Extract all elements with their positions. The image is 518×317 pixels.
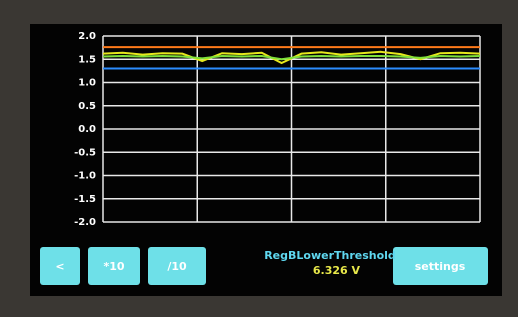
y-tick-label: -1.5 — [74, 194, 96, 205]
y-tick-label: 1.5 — [78, 54, 96, 65]
status-label: RegBLowerThreshold — [264, 249, 396, 262]
y-tick-label: 1.0 — [78, 78, 96, 89]
y-tick-label: -0.5 — [74, 147, 96, 158]
y-tick-label: 0.0 — [78, 124, 96, 135]
page: 2.0 1.5 1.0 0.5 0.0 -0.5 -1.0 -1.5 -2.0 < *10 /1… — [0, 0, 518, 317]
y-tick-label: -2.0 — [74, 217, 96, 228]
button-label[interactable]: /10 — [167, 260, 187, 273]
status-value: 6.326 V — [313, 264, 361, 277]
y-tick-label: 0.5 — [78, 101, 96, 112]
button-label[interactable]: *10 — [103, 260, 124, 273]
y-tick-label: -1.0 — [74, 171, 96, 182]
button-label[interactable]: < — [55, 260, 64, 273]
device: 2.0 1.5 1.0 0.5 0.0 -0.5 -1.0 -1.5 -2.0 < *10 /1… — [0, 0, 518, 317]
button-label[interactable]: settings — [415, 260, 466, 273]
y-tick-label: 2.0 — [78, 31, 96, 42]
